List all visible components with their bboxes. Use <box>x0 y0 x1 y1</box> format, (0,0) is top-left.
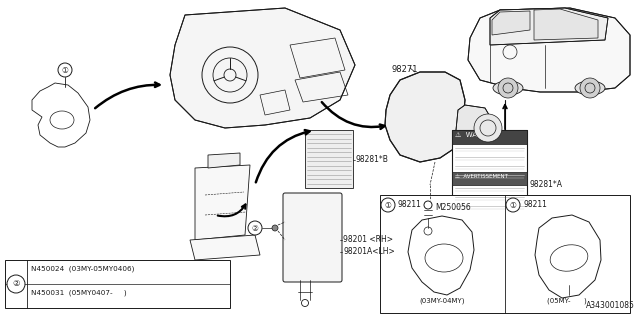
Circle shape <box>58 63 72 77</box>
Circle shape <box>381 198 395 212</box>
Text: ①: ① <box>509 201 516 210</box>
FancyBboxPatch shape <box>452 172 527 185</box>
Text: 98271: 98271 <box>392 65 419 74</box>
Polygon shape <box>455 105 492 148</box>
Circle shape <box>498 78 518 98</box>
Circle shape <box>506 198 520 212</box>
FancyBboxPatch shape <box>305 130 353 188</box>
Circle shape <box>272 225 278 231</box>
Text: 98201A<LH>: 98201A<LH> <box>343 247 395 256</box>
Text: ①: ① <box>61 66 68 75</box>
FancyBboxPatch shape <box>283 193 342 282</box>
Circle shape <box>248 221 262 235</box>
Text: 98211: 98211 <box>523 200 547 209</box>
Polygon shape <box>534 9 598 40</box>
Polygon shape <box>170 8 355 128</box>
Text: ②: ② <box>252 223 259 233</box>
Ellipse shape <box>575 81 605 95</box>
Text: ②: ② <box>12 279 20 289</box>
Text: 98201 <RH>: 98201 <RH> <box>343 235 393 244</box>
Text: ①: ① <box>385 201 392 210</box>
Text: N450031  (05MY0407-     ): N450031 (05MY0407- ) <box>31 289 127 295</box>
Ellipse shape <box>493 81 523 95</box>
FancyBboxPatch shape <box>5 260 230 308</box>
Circle shape <box>580 78 600 98</box>
Text: 98281*B: 98281*B <box>356 155 389 164</box>
Circle shape <box>7 275 25 293</box>
Text: 98211: 98211 <box>398 200 422 209</box>
Polygon shape <box>492 11 530 35</box>
FancyBboxPatch shape <box>452 130 527 225</box>
Polygon shape <box>195 165 250 240</box>
Circle shape <box>474 114 502 142</box>
Text: ⚠  AVERTISSEMENT: ⚠ AVERTISSEMENT <box>455 174 508 179</box>
Text: 98281*A: 98281*A <box>530 180 563 189</box>
Polygon shape <box>208 153 240 168</box>
Text: ⚠  WARNING: ⚠ WARNING <box>455 132 500 138</box>
Polygon shape <box>385 72 465 162</box>
Text: A343001085: A343001085 <box>586 301 635 310</box>
Text: (03MY-04MY): (03MY-04MY) <box>419 297 465 303</box>
Polygon shape <box>468 8 630 92</box>
Text: M250056: M250056 <box>435 203 471 212</box>
Text: (05MY-      ): (05MY- ) <box>547 297 587 303</box>
Polygon shape <box>190 235 260 260</box>
Text: N450024  (03MY-05MY0406): N450024 (03MY-05MY0406) <box>31 265 134 271</box>
FancyBboxPatch shape <box>380 195 630 313</box>
FancyBboxPatch shape <box>452 130 527 144</box>
Polygon shape <box>490 8 608 45</box>
